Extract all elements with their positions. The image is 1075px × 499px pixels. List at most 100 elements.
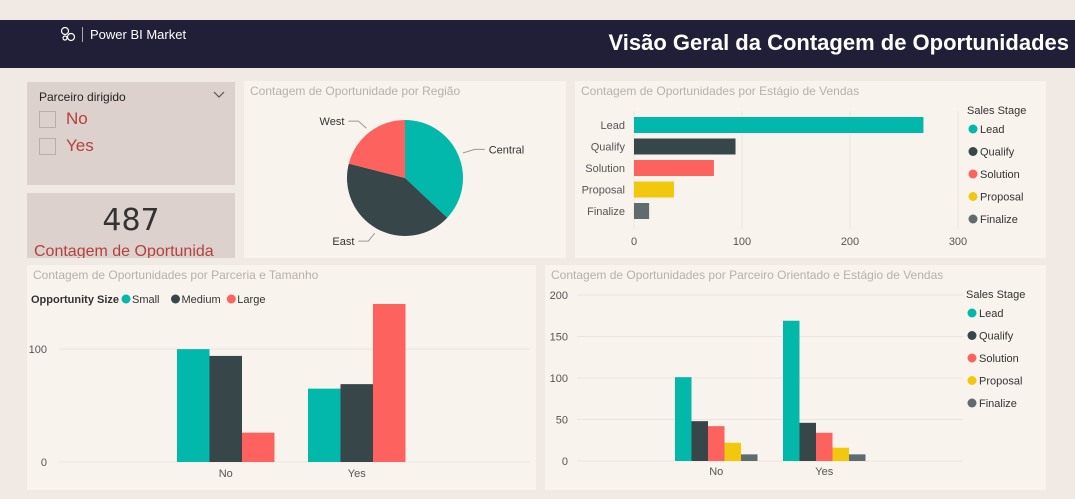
kpi-label: Contagem de Oportunida	[34, 243, 214, 258]
pie-slice-east	[347, 163, 448, 236]
bar-finalize	[634, 203, 650, 219]
page-title: Visão Geral da Contagem de Oportunidades	[608, 30, 1069, 55]
bar-yes-small	[308, 388, 341, 462]
legend-marker	[968, 169, 978, 179]
pie-label: West	[320, 116, 345, 128]
visual-title: Contagem de Oportunidades por Estágio de…	[581, 84, 860, 98]
kpi-card[interactable]: 487 Contagem de Oportunida	[27, 193, 235, 258]
legend-item: Lead	[979, 308, 1003, 320]
region-pie-visual[interactable]: Contagem de Oportunidade por Região Cent…	[244, 81, 566, 258]
legend-marker	[226, 294, 236, 304]
bar-yes-qualify	[799, 422, 816, 461]
legend-marker	[968, 124, 978, 134]
legend-title: Opportunity Size	[31, 294, 119, 306]
report-header	[0, 20, 1075, 68]
legend-item: Finalize	[980, 214, 1018, 226]
stage-bar-chart: 0 100 200 300 Lead Qualify Solution Proposal Fin…	[582, 105, 1027, 248]
size-column-chart: 0 100 Opportunity Size Small Medium Large No Ye…	[29, 294, 530, 480]
bar-no-medium	[209, 355, 242, 462]
partner-stage-visual[interactable]: Contagem de Oportunidades por Parceiro O…	[545, 265, 1046, 490]
y-category-label: Lead	[601, 120, 625, 132]
bar-solution	[634, 160, 714, 176]
y-tick-label: 200	[550, 290, 568, 302]
stage-bar-visual[interactable]: Contagem de Oportunidades por Estágio de…	[575, 81, 1046, 258]
visual-title: Contagem de Oportunidades por Parceiro O…	[551, 268, 944, 282]
brand[interactable]: Power BI Market	[60, 26, 186, 42]
legend-item: Proposal	[980, 192, 1023, 204]
chevron-down-icon[interactable]	[213, 90, 225, 100]
bar-yes-lead	[783, 320, 800, 461]
slicer-option-label: Yes	[66, 136, 94, 155]
x-category-label: Yes	[348, 468, 366, 480]
pie-label: Central	[489, 144, 524, 156]
bar-yes-large	[373, 304, 406, 462]
bar-no-small	[177, 349, 210, 462]
legend-item: Solution	[979, 353, 1019, 365]
bar-yes-finalize	[849, 454, 866, 461]
slicer-option-no[interactable]: No	[39, 109, 88, 129]
legend-item: Qualify	[980, 147, 1015, 159]
bar-proposal	[634, 181, 674, 198]
pie-chart: Central East West	[320, 116, 525, 248]
legend-marker	[171, 294, 180, 304]
pie-leader-line	[358, 232, 376, 242]
legend-title: Sales Stage	[966, 289, 1025, 301]
y-tick-label: 0	[41, 457, 47, 469]
kpi-value: 487	[102, 203, 160, 238]
top-strip	[0, 0, 1075, 20]
pie-slice-west	[348, 120, 405, 178]
y-tick-label: 100	[29, 344, 47, 356]
x-tick-label: 100	[733, 236, 751, 248]
bar-no-solution	[708, 426, 725, 461]
partner-stage-column-chart: 0 50 100 150 200 No Yes Sales Stage Lead Qualify S…	[550, 289, 1026, 478]
legend-marker	[968, 147, 978, 156]
legend-marker	[967, 353, 977, 363]
bar-no-large	[242, 432, 275, 462]
legend-item: Large	[237, 294, 265, 306]
x-tick-label: 300	[949, 236, 967, 248]
y-category-label: Qualify	[591, 142, 626, 154]
bar-no-proposal	[724, 442, 741, 461]
legend-marker	[968, 214, 978, 224]
slicer-option-label: No	[66, 109, 88, 128]
legend-item: Qualify	[979, 331, 1014, 343]
legend-item: Small	[132, 294, 160, 306]
y-category-label: Solution	[585, 163, 625, 175]
brand-label: Power BI Market	[90, 26, 187, 42]
bar-yes-proposal	[832, 447, 849, 461]
legend-marker	[967, 398, 977, 408]
legend-marker	[967, 331, 977, 340]
slicer-title: Parceiro dirigido	[39, 90, 126, 104]
bar-yes-solution	[816, 432, 833, 461]
legend-marker	[121, 294, 131, 304]
bar-lead	[634, 117, 924, 133]
bar-no-finalize	[741, 454, 758, 461]
y-tick-label: 100	[550, 373, 568, 385]
legend-item: Proposal	[979, 376, 1022, 388]
y-tick-label: 150	[550, 332, 568, 344]
legend-marker	[967, 376, 977, 385]
x-category-label: No	[219, 468, 233, 480]
visual-title: Contagem de Oportunidade por Região	[250, 84, 461, 98]
checkbox-yes[interactable]	[39, 137, 56, 155]
slicer-option-yes[interactable]: Yes	[39, 136, 94, 156]
bar-yes-medium	[340, 384, 373, 462]
partner-slicer: Parceiro dirigido No Yes	[27, 82, 235, 185]
size-column-visual[interactable]: Contagem de Oportunidades por Parceria e…	[27, 265, 536, 490]
x-tick-label: 200	[841, 236, 859, 248]
legend-marker	[968, 192, 978, 201]
legend-marker	[967, 308, 977, 318]
checkbox-no[interactable]	[39, 110, 56, 128]
x-category-label: No	[709, 466, 723, 478]
visual-title: Contagem de Oportunidades por Parceria e…	[33, 268, 319, 282]
pie-leader-line	[348, 120, 367, 129]
legend-item: Solution	[980, 169, 1020, 181]
y-category-label: Proposal	[582, 185, 625, 197]
legend-title: Sales Stage	[967, 105, 1026, 117]
x-tick-label: 0	[631, 236, 637, 248]
pie-slice-central	[405, 120, 463, 218]
y-tick-label: 50	[556, 415, 568, 427]
y-category-label: Finalize	[587, 206, 625, 218]
bar-qualify	[634, 138, 736, 155]
pie-leader-line	[462, 148, 485, 154]
